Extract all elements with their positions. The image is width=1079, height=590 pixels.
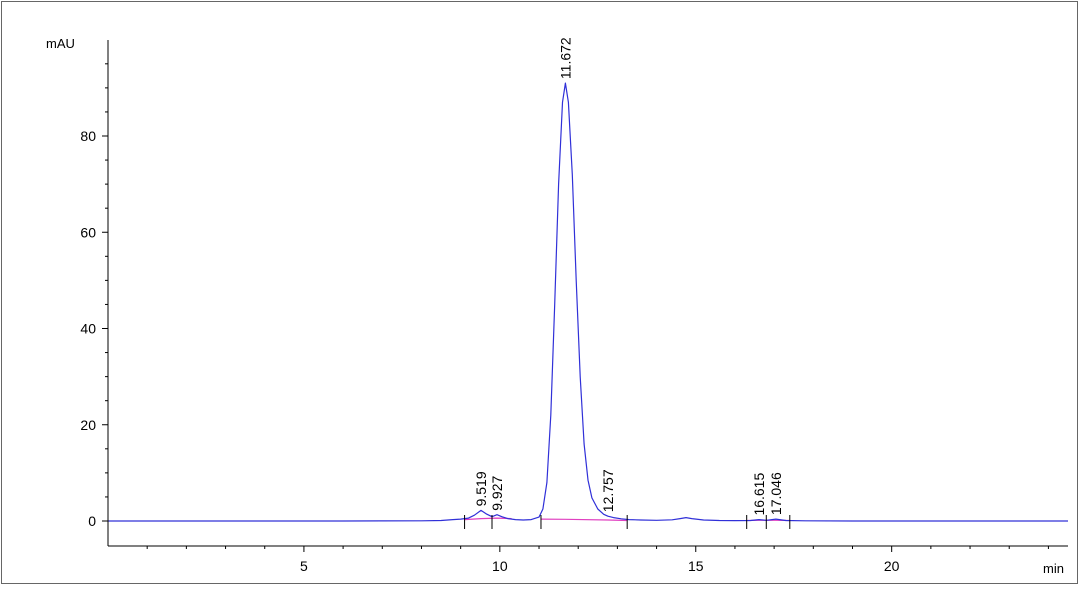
peak-label: 12.757 <box>600 469 616 512</box>
peak-label: 9.519 <box>473 471 489 506</box>
y-axis-label: mAU <box>46 36 75 51</box>
peak-label: 16.615 <box>751 473 767 516</box>
peak-label: 9.927 <box>489 475 505 510</box>
x-axis-label: min <box>1043 561 1064 576</box>
x-tick-label: 15 <box>688 558 704 574</box>
y-tick-label: 40 <box>80 321 96 337</box>
y-tick-label: 0 <box>88 513 96 529</box>
y-tick-label: 80 <box>80 128 96 144</box>
y-tick-label: 20 <box>80 417 96 433</box>
y-tick-label: 60 <box>80 224 96 240</box>
x-tick-label: 20 <box>884 558 900 574</box>
x-tick-label: 5 <box>300 558 308 574</box>
peak-label: 17.046 <box>768 472 784 515</box>
x-tick-label: 10 <box>492 558 508 574</box>
peak-label: 11.672 <box>557 37 573 79</box>
